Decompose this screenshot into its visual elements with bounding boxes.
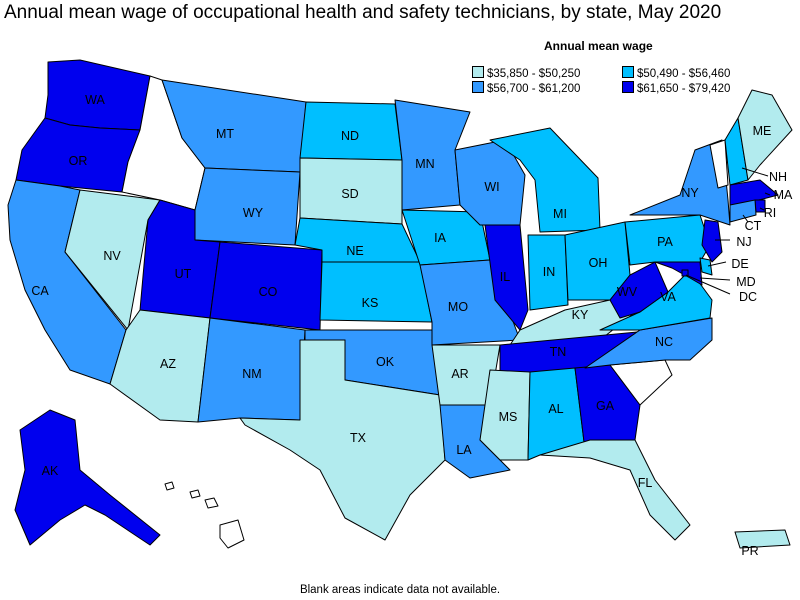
label-SD: SD — [341, 187, 358, 201]
label-KS: KS — [362, 296, 379, 310]
legend-swatch-bin-2 — [622, 66, 634, 78]
label-PR: PR — [741, 544, 758, 558]
label-AK: AK — [42, 464, 59, 478]
label-DE: DE — [731, 257, 748, 271]
label-ME: ME — [753, 124, 772, 138]
label-WA: WA — [85, 93, 105, 107]
legend-swatch-bin-1 — [472, 66, 484, 78]
label-NM: NM — [242, 367, 261, 381]
leader-DE — [707, 261, 727, 267]
state-CT[interactable] — [729, 199, 757, 223]
state-MS[interactable] — [479, 369, 531, 461]
label-CT: CT — [745, 219, 762, 233]
label-LA: LA — [456, 443, 472, 457]
label-DC: DC — [739, 290, 757, 304]
label-VA: VA — [660, 290, 676, 304]
legend-swatch-bin-3 — [472, 81, 484, 93]
state-WY[interactable] — [194, 167, 301, 246]
state-MI[interactable] — [489, 127, 601, 233]
label-OR: OR — [69, 154, 88, 168]
map-title: Annual mean wage of occupational health … — [4, 2, 722, 23]
state-CA[interactable] — [7, 179, 127, 385]
state-VT[interactable] — [709, 139, 729, 189]
state-TX[interactable] — [239, 339, 446, 541]
label-PA: PA — [657, 235, 673, 249]
label-WV: WV — [617, 285, 638, 299]
label-WI: WI — [484, 180, 499, 194]
state-IL[interactable] — [484, 224, 529, 331]
state-MD[interactable] — [654, 261, 703, 286]
leader-DC — [685, 274, 731, 295]
hawaii-island-d — [219, 519, 245, 549]
label-CA: CA — [31, 284, 49, 298]
label-IL: IL — [500, 270, 510, 284]
hawaii-island-c — [204, 497, 219, 509]
label-MO: MO — [448, 300, 468, 314]
label-KY: KY — [572, 308, 589, 322]
state-AK[interactable] — [14, 409, 161, 546]
state-IN[interactable] — [527, 234, 569, 311]
legend-label-bin-1: $35,850 - $50,250 — [487, 68, 581, 80]
label-NV: NV — [103, 249, 121, 263]
state-ME[interactable] — [737, 89, 793, 181]
hawaii-island-a — [164, 481, 175, 491]
state-DE[interactable] — [699, 257, 713, 276]
label-NE: NE — [346, 244, 363, 258]
label-MT: MT — [216, 127, 234, 141]
label-NH: NH — [769, 170, 787, 184]
label-MA: MA — [774, 188, 793, 202]
label-NY: NY — [681, 186, 699, 200]
label-OH: OH — [589, 256, 608, 270]
legend-item-bin-1: $35,850 - $50,250 — [472, 66, 580, 80]
state-PR[interactable] — [734, 529, 791, 549]
label-NC: NC — [655, 335, 673, 349]
label-IN: IN — [543, 265, 556, 279]
state-KS[interactable] — [319, 261, 433, 323]
legend-item-bin-3: $56,700 - $61,200 — [472, 81, 580, 95]
leader-MD — [699, 277, 731, 281]
label-ND: ND — [341, 129, 359, 143]
label-OK: OK — [376, 355, 395, 369]
state-NJ[interactable] — [701, 219, 723, 263]
leader-NH — [741, 167, 769, 177]
label-FL: FL — [638, 476, 653, 490]
footnote: Blank areas indicate data not available. — [299, 584, 501, 596]
legend-label-bin-4: $61,650 - $79,420 — [637, 83, 731, 95]
label-MI: MI — [553, 207, 567, 221]
legend-item-bin-4: $61,650 - $79,420 — [622, 81, 730, 95]
leader-MA — [764, 192, 771, 196]
state-FL[interactable] — [539, 439, 691, 541]
legend-swatch-bin-4 — [622, 81, 634, 93]
label-CO: CO — [259, 285, 278, 299]
label-GA: GA — [596, 399, 615, 413]
hawaii-island-b — [189, 489, 201, 499]
label-MN: MN — [415, 157, 434, 171]
legend-label-bin-2: $50,490 - $56,460 — [637, 68, 731, 80]
label-AZ: AZ — [160, 357, 176, 371]
label-RI: RI — [764, 206, 777, 220]
legend-label-bin-3: $56,700 - $61,200 — [487, 83, 581, 95]
state-HI[interactable] — [164, 481, 245, 549]
label-AL: AL — [548, 402, 563, 416]
leader-CT — [742, 214, 749, 223]
label-UT: UT — [175, 267, 192, 281]
label-MD: MD — [736, 275, 755, 289]
state-NV[interactable] — [64, 189, 161, 331]
state-WV[interactable] — [609, 261, 669, 319]
label-IA: IA — [434, 231, 446, 245]
label-AR: AR — [451, 367, 468, 381]
legend-item-bin-2: $50,490 - $56,460 — [622, 66, 730, 80]
label-MS: MS — [499, 410, 518, 424]
legend-title: Annual mean wage — [544, 39, 653, 53]
label-TN: TN — [550, 345, 567, 359]
label-TX: TX — [350, 431, 367, 445]
label-NJ: NJ — [736, 235, 751, 249]
leader-RI — [759, 207, 765, 211]
label-WY: WY — [243, 206, 264, 220]
